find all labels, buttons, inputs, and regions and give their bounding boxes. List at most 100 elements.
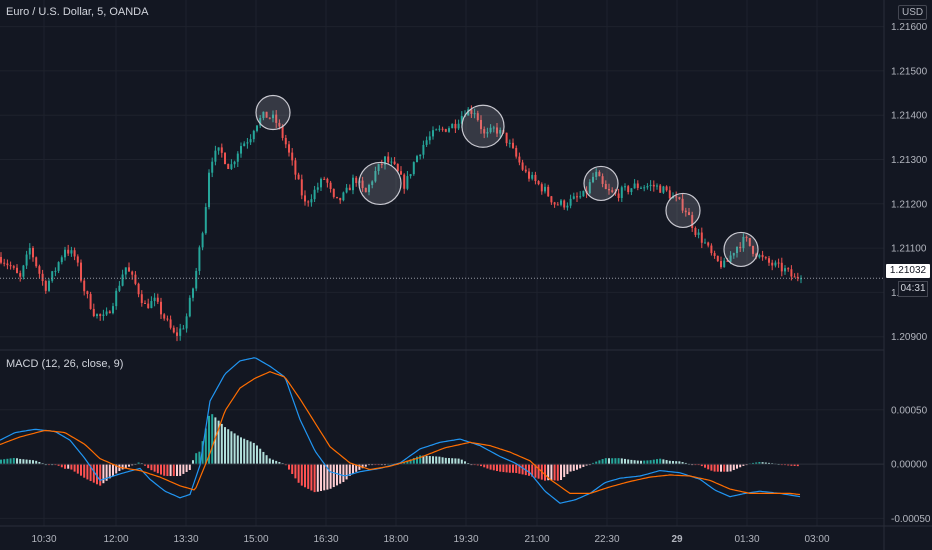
histogram-bar: [604, 458, 607, 465]
currency-badge[interactable]: USD: [898, 5, 928, 20]
histogram-bar: [534, 464, 537, 478]
candle-body: [755, 253, 758, 258]
candle-body: [185, 316, 188, 329]
candle-body: [272, 114, 274, 119]
candle-body: [793, 276, 796, 278]
histogram-bar: [265, 455, 268, 465]
histogram-bar: [448, 458, 450, 465]
histogram-bar: [441, 457, 444, 465]
candle-body: [723, 260, 726, 268]
histogram-bar: [422, 455, 425, 465]
histogram-bar: [121, 464, 124, 470]
candle-body: [425, 140, 428, 145]
candle-body: [195, 270, 198, 289]
candle-body: [627, 186, 630, 193]
histogram-bar: [176, 464, 178, 477]
histogram-bar: [259, 448, 262, 465]
candle-body: [505, 132, 508, 144]
macd-indicator-label[interactable]: MACD (12, 26, close, 9): [6, 358, 124, 370]
histogram-bar: [723, 464, 726, 472]
histogram-bar: [515, 464, 518, 474]
candle-body: [640, 187, 642, 189]
histogram-bar: [726, 464, 729, 472]
candle-body: [790, 269, 793, 277]
histogram-bar: [32, 460, 34, 465]
histogram-bar: [345, 464, 348, 480]
candle-body: [649, 184, 652, 187]
histogram-bar: [553, 464, 556, 481]
histogram-bar: [38, 462, 41, 465]
candle-body: [422, 144, 425, 155]
histogram-bar: [438, 456, 441, 465]
candle-body: [435, 129, 438, 131]
macd-histogram: [0, 414, 799, 493]
histogram-bar: [278, 462, 281, 465]
histogram-bar: [672, 460, 674, 465]
candle-body: [480, 119, 482, 130]
histogram-bar: [476, 464, 479, 466]
histogram-bar: [137, 462, 140, 465]
candle-body: [700, 232, 703, 243]
candle-body: [118, 285, 121, 291]
candle-body: [230, 164, 233, 169]
symbol-title[interactable]: Euro / U.S. Dollar, 5, OANDA: [6, 6, 149, 18]
histogram-bar: [739, 464, 742, 468]
candle-body: [67, 249, 70, 254]
candle-body: [473, 113, 476, 115]
histogram-bar: [0, 459, 2, 465]
candle-body: [179, 328, 182, 336]
histogram-bar: [576, 464, 578, 470]
histogram-bar: [585, 464, 588, 466]
candle-body: [720, 261, 722, 268]
candle-body: [624, 186, 626, 188]
candle-body: [124, 267, 127, 275]
candle-body: [419, 154, 422, 157]
price-tick-label: 1.21100: [891, 244, 927, 255]
candle-body: [390, 161, 393, 163]
histogram-bar: [406, 460, 409, 465]
candle-body: [35, 257, 38, 267]
histogram-bar: [732, 464, 735, 471]
highlight-circle: [723, 231, 759, 268]
candle-body: [182, 328, 185, 330]
candle-body: [547, 186, 550, 197]
candle-body: [9, 265, 12, 267]
candle-body: [256, 125, 258, 131]
histogram-bar: [752, 462, 754, 465]
candle-body: [768, 258, 770, 263]
candle-body: [188, 297, 191, 317]
histogram-bar: [364, 464, 367, 467]
histogram-bar: [262, 451, 265, 465]
candle-body: [204, 207, 207, 234]
candle-body: [348, 187, 351, 191]
candlestick-series[interactable]: [0, 105, 802, 342]
histogram-bar: [627, 459, 630, 465]
candle-body: [172, 327, 175, 333]
candle-body: [3, 262, 6, 264]
candle-body: [163, 314, 166, 319]
histogram-bar: [300, 464, 303, 486]
candle-body: [243, 143, 246, 147]
candle-body: [22, 265, 25, 277]
histogram-bar: [416, 456, 418, 465]
candle-body: [268, 117, 271, 119]
candle-body: [729, 255, 732, 262]
candle-body: [86, 291, 89, 295]
candle-body: [438, 128, 441, 130]
candle-body: [249, 139, 252, 143]
candle-body: [646, 186, 649, 188]
histogram-bar: [252, 442, 255, 465]
histogram-bar: [22, 459, 25, 465]
histogram-bar: [6, 458, 9, 465]
histogram-bar: [214, 417, 217, 465]
histogram-bar: [256, 445, 258, 465]
candle-body: [83, 280, 86, 292]
histogram-bar: [361, 464, 364, 469]
histogram-bar: [185, 464, 188, 472]
histogram-bar: [115, 464, 118, 474]
histogram-bar: [582, 464, 585, 467]
candle-body: [704, 242, 706, 244]
candle-body: [115, 290, 118, 307]
candle-body: [192, 288, 194, 298]
